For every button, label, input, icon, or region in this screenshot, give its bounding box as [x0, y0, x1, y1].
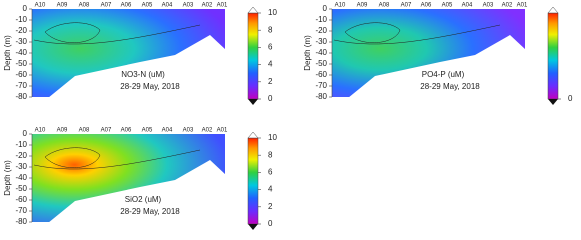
y-tick-label: -30 — [15, 162, 27, 171]
station-label: A10 — [35, 128, 46, 134]
y-tick-label: -10 — [15, 15, 27, 24]
station-label: A02 — [202, 3, 213, 9]
y-tick-label: -70 — [15, 81, 27, 90]
station-label: A10 — [35, 3, 46, 9]
station-label: A05 — [142, 3, 153, 9]
panel: 0 -10 -20 -30 -40 -50 -60 -70 -80 A10 A09 A08 A07 A06… — [303, 3, 573, 105]
station-label: A04 — [162, 128, 173, 134]
colorbar-tick-label: 0 — [568, 94, 573, 103]
y-tick-label: -30 — [315, 37, 327, 46]
colorbar-tick-label: 2 — [268, 77, 273, 86]
station-label: A04 — [162, 3, 173, 9]
y-tick-label: -50 — [15, 59, 27, 68]
y-tick-label: -80 — [15, 92, 27, 101]
station-label: A08 — [79, 3, 90, 9]
station-label: A03 — [483, 3, 494, 9]
colorbar-tick-label: 6 — [268, 168, 273, 177]
y-tick-label: -60 — [315, 70, 327, 79]
station-label: A01 — [517, 3, 528, 9]
colorbar — [247, 137, 259, 225]
station-label: A10 — [335, 3, 346, 9]
y-tick-label: -20 — [315, 26, 327, 35]
station-label: A07 — [401, 3, 412, 9]
station-label: A07 — [101, 128, 112, 134]
station-label: A07 — [101, 3, 112, 9]
colorbar-bottom — [248, 224, 258, 230]
colorbar-tick-label: 4 — [268, 185, 273, 194]
seafloor — [348, 35, 526, 98]
station-label: A09 — [57, 128, 68, 134]
colorbar-tick-label: 6 — [268, 43, 273, 52]
station-label: A05 — [142, 128, 153, 134]
y-tick-label: -10 — [315, 15, 327, 24]
colorbar-tick-label: 2 — [268, 202, 273, 211]
contour-line — [33, 24, 201, 45]
y-tick-label: 0 — [323, 4, 328, 13]
y-tick-label: 0 — [23, 4, 28, 13]
y-tick-label: -20 — [15, 26, 27, 35]
y-tick-label: -80 — [315, 92, 327, 101]
colorbar-bottom — [548, 99, 558, 105]
station-label: A02 — [502, 3, 513, 9]
y-tick-label: -60 — [15, 70, 27, 79]
station-label: A01 — [217, 128, 228, 134]
y-tick-label: -70 — [315, 81, 327, 90]
colorbar-tick-label: 0 — [268, 219, 273, 228]
station-label: A09 — [357, 3, 368, 9]
y-tick-label: -70 — [15, 206, 27, 215]
y-tick-label: -30 — [15, 37, 27, 46]
y-tick-label: -60 — [15, 195, 27, 204]
contour-line — [333, 24, 501, 45]
panel: 0 -10 -20 -30 -40 -50 -60 -70 -80 A10 A09 A08 A07 A06… — [3, 3, 277, 105]
station-label: A05 — [442, 3, 453, 9]
station-label: A02 — [202, 128, 213, 134]
station-label: A01 — [217, 3, 228, 9]
station-label: A06 — [421, 3, 432, 9]
station-label: A06 — [121, 3, 132, 9]
colorbar-top — [247, 6, 259, 14]
y-axis-label: Depth (m) — [3, 160, 12, 196]
panel-subtitle: 28-29 May, 2018 — [420, 82, 480, 91]
colorbar-top — [547, 6, 559, 14]
y-tick-label: -20 — [15, 151, 27, 160]
seafloor — [48, 35, 226, 98]
station-label: A08 — [379, 3, 390, 9]
panel: 0 -10 -20 -30 -40 -50 -60 -70 -80 A10 A09 A08 A07 A06… — [3, 128, 277, 230]
y-axis-label: Depth (m) — [3, 35, 12, 71]
panel-subtitle: 28-29 May, 2018 — [120, 207, 180, 216]
contour-line — [33, 149, 201, 170]
colorbar-top — [247, 131, 259, 139]
y-tick-label: -40 — [15, 173, 27, 182]
panel-subtitle: 28-29 May, 2018 — [120, 82, 180, 91]
y-tick-label: 0 — [23, 129, 28, 138]
y-tick-label: -10 — [15, 140, 27, 149]
seafloor — [48, 160, 226, 223]
station-label: A04 — [462, 3, 473, 9]
y-tick-label: -40 — [15, 48, 27, 57]
y-tick-label: -50 — [15, 184, 27, 193]
colorbar-tick-label: 8 — [268, 25, 273, 34]
station-label: A06 — [121, 128, 132, 134]
station-label: A03 — [183, 3, 194, 9]
colorbar-tick-label: 8 — [268, 150, 273, 159]
colorbar — [247, 12, 259, 100]
colorbar-tick-label: 4 — [268, 60, 273, 69]
panel-title: SiO2 (uM) — [125, 195, 162, 204]
y-tick-label: -40 — [315, 48, 327, 57]
station-label: A08 — [79, 128, 90, 134]
colorbar-tick-label: 0 — [268, 94, 273, 103]
station-label: A03 — [183, 128, 194, 134]
colorbar-tick-label: 10 — [268, 8, 277, 17]
panel-title: PO4-P (uM) — [422, 70, 465, 79]
colorbar-bottom — [248, 99, 258, 105]
y-tick-label: -50 — [315, 59, 327, 68]
panel-title: NO3-N (uM) — [121, 70, 165, 79]
colorbar-tick-label: 10 — [268, 133, 277, 142]
station-label: A09 — [57, 3, 68, 9]
colorbar — [547, 12, 559, 100]
y-axis-label: Depth (m) — [303, 35, 312, 71]
y-tick-label: -80 — [15, 217, 27, 226]
